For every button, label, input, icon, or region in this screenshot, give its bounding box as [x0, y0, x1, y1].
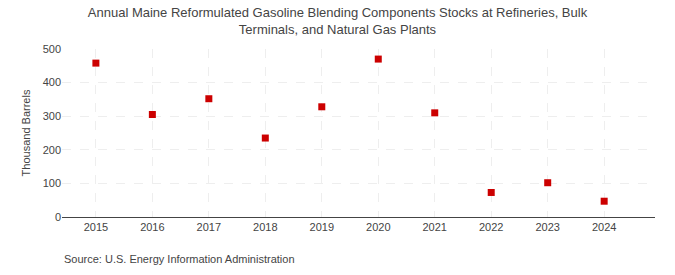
svg-text:2023: 2023: [535, 221, 559, 233]
svg-text:Thousand Barrels: Thousand Barrels: [20, 89, 32, 176]
svg-text:500: 500: [43, 43, 61, 55]
svg-text:300: 300: [43, 110, 61, 122]
svg-text:Source: U.S. Energy Informatio: Source: U.S. Energy Information Administ…: [64, 253, 295, 265]
svg-text:2024: 2024: [592, 221, 616, 233]
svg-text:Annual Maine Reformulated Gaso: Annual Maine Reformulated Gasoline Blend…: [88, 5, 588, 37]
svg-text:2017: 2017: [197, 221, 221, 233]
svg-text:400: 400: [43, 76, 61, 88]
svg-text:2022: 2022: [479, 221, 503, 233]
svg-text:2019: 2019: [310, 221, 334, 233]
svg-text:2016: 2016: [140, 221, 164, 233]
svg-text:2020: 2020: [366, 221, 390, 233]
svg-text:0: 0: [55, 211, 61, 223]
svg-text:2015: 2015: [84, 221, 108, 233]
svg-text:2021: 2021: [422, 221, 446, 233]
svg-text:100: 100: [43, 177, 61, 189]
svg-text:200: 200: [43, 144, 61, 156]
svg-text:2018: 2018: [253, 221, 277, 233]
